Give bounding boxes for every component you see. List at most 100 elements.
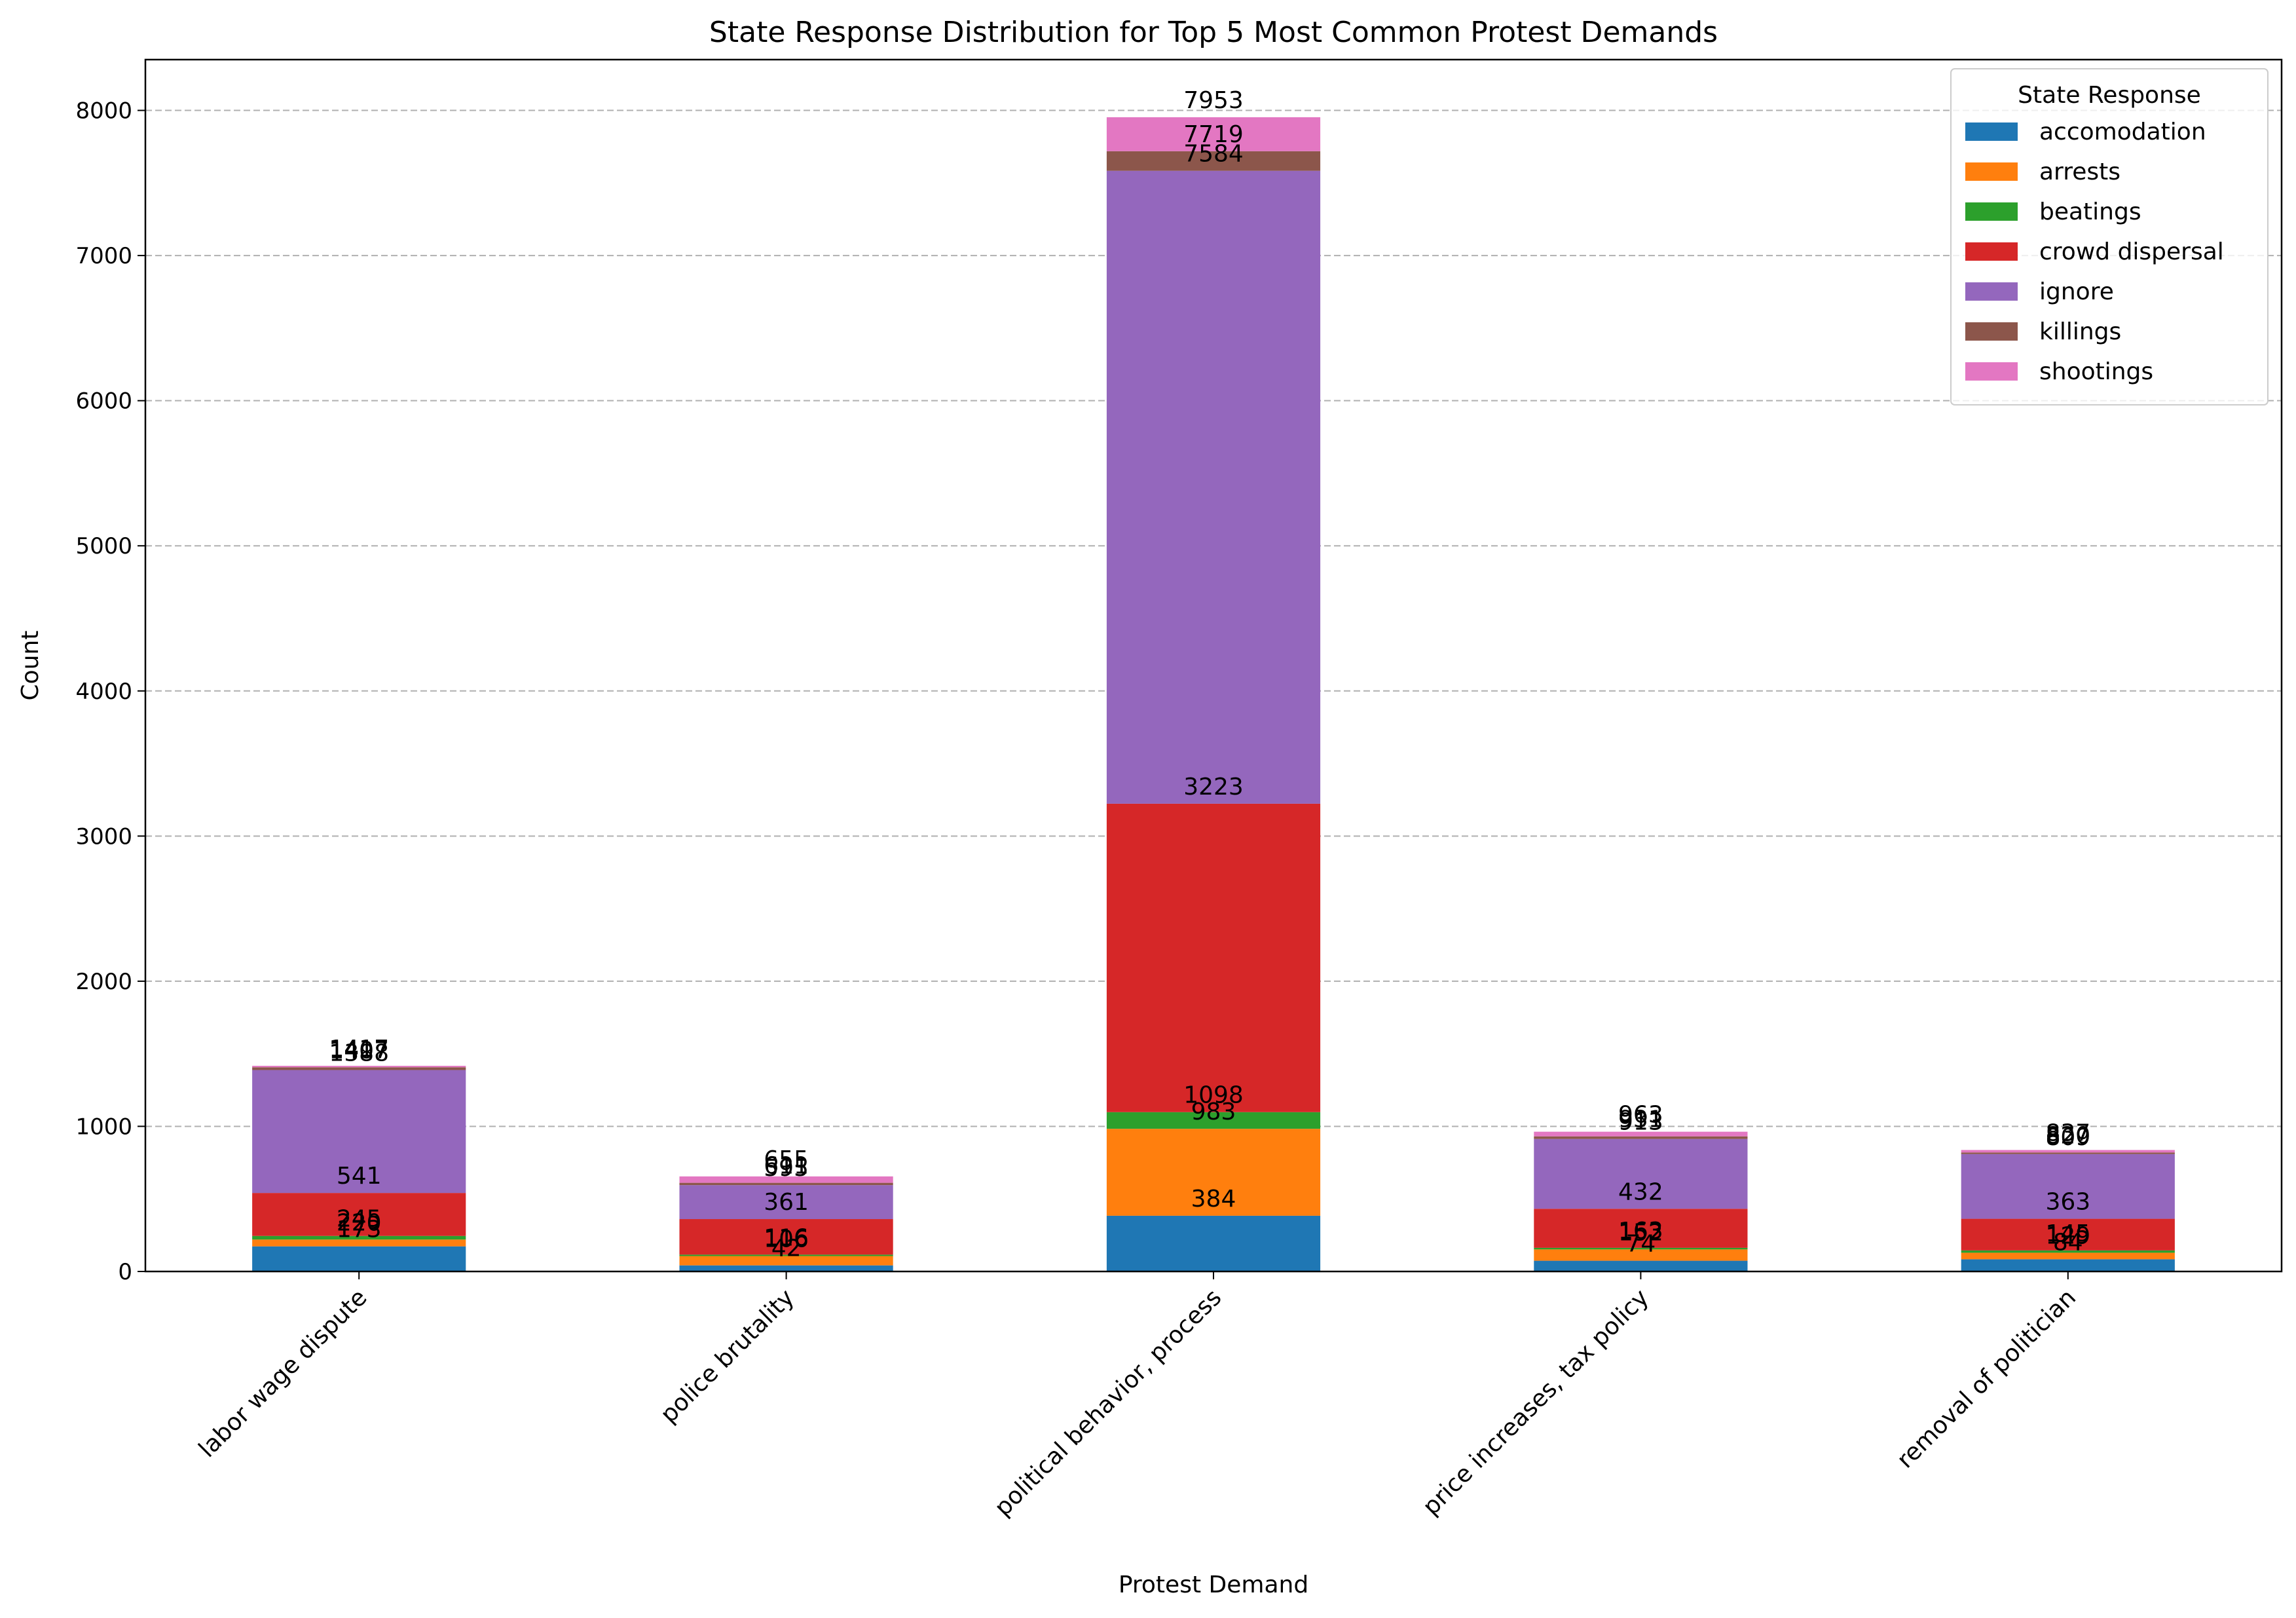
y-tick-label: 4000 xyxy=(75,679,132,705)
bar-segment-ignore xyxy=(1534,1138,1748,1209)
data-label: 820 xyxy=(2045,1122,2090,1149)
data-label: 7584 xyxy=(1183,141,1244,168)
data-label: 384 xyxy=(1191,1186,1236,1213)
data-label: 129 xyxy=(2045,1222,2090,1249)
data-label: 931 xyxy=(1618,1106,1663,1133)
data-label: 1417 xyxy=(329,1036,389,1063)
bar-segment-arrests xyxy=(1961,1252,2175,1260)
legend-box xyxy=(1950,68,2268,405)
legend-item-ignore[interactable]: ignore xyxy=(1965,278,2114,305)
bar-segment-beatings xyxy=(1106,1112,1321,1129)
legend-swatch xyxy=(1965,242,2018,261)
legend-label: ignore xyxy=(2039,278,2114,305)
bar-segment-ignore xyxy=(679,1185,893,1220)
bar-segment-crowd-dispersal xyxy=(252,1193,466,1236)
bar-segment-ignore xyxy=(252,1070,466,1194)
data-label: 361 xyxy=(764,1189,809,1216)
data-label: 42 xyxy=(771,1235,802,1262)
legend-swatch xyxy=(1965,362,2018,381)
data-label: 220 xyxy=(337,1209,382,1236)
data-label: 1388 xyxy=(329,1040,389,1066)
y-axis-label: Count xyxy=(17,631,44,701)
data-label: 963 xyxy=(1618,1102,1663,1129)
legend-label: arrests xyxy=(2039,159,2120,185)
bar-segment-killings xyxy=(252,1067,466,1070)
bar-segment-beatings xyxy=(1534,1247,1748,1250)
bar-segment-arrests xyxy=(679,1256,893,1266)
data-label: 84 xyxy=(2053,1229,2083,1256)
bars xyxy=(252,117,2175,1271)
bar-segment-shootings xyxy=(1961,1150,2175,1153)
bar-segment-killings xyxy=(1106,151,1321,171)
bar-segment-arrests xyxy=(1106,1129,1321,1216)
bar-segment-killings xyxy=(1534,1136,1748,1139)
bar-segment-beatings xyxy=(252,1235,466,1240)
legend-label: killings xyxy=(2039,318,2121,345)
bar-segment-crowd-dispersal xyxy=(1534,1209,1748,1248)
y-tick-label: 5000 xyxy=(75,533,132,559)
data-label: 173 xyxy=(337,1216,382,1243)
data-label: 363 xyxy=(2045,1189,2090,1216)
bar-segment-beatings xyxy=(1961,1250,2175,1253)
y-tick-label: 3000 xyxy=(75,823,132,850)
bar-segment-shootings xyxy=(1534,1131,1748,1137)
legend-item-beatings[interactable]: beatings xyxy=(1965,198,2141,225)
data-label: 3223 xyxy=(1183,774,1244,800)
legend-swatch xyxy=(1965,282,2018,301)
bar-segment-accomodation xyxy=(1961,1259,2175,1271)
y-tick-label: 2000 xyxy=(75,969,132,995)
data-label: 809 xyxy=(2045,1124,2090,1151)
data-label: 983 xyxy=(1191,1099,1236,1125)
data-label: 913 xyxy=(1618,1109,1663,1136)
bar-segment-accomodation xyxy=(1534,1260,1748,1271)
legend-item-crowd-dispersal[interactable]: crowd dispersal xyxy=(1965,238,2224,265)
y-tick-label: 1000 xyxy=(75,1114,132,1140)
data-label: 116 xyxy=(764,1224,809,1251)
bar-segment-shootings xyxy=(1106,117,1321,151)
legend-swatch xyxy=(1965,322,2018,341)
y-axis: 0 1000 2000 3000 4000 5000 6000 7000 8000 xyxy=(75,98,145,1285)
data-label: 611 xyxy=(764,1153,809,1180)
y-tick-label: 8000 xyxy=(75,98,132,124)
legend-label: crowd dispersal xyxy=(2039,238,2224,265)
bar-segment-crowd-dispersal xyxy=(1961,1218,2175,1251)
data-label: 163 xyxy=(1618,1218,1663,1245)
data-label: 145 xyxy=(2045,1220,2090,1247)
data-label: 7719 xyxy=(1183,121,1244,148)
legend-label: shootings xyxy=(2039,358,2153,385)
legend-swatch xyxy=(1965,202,2018,221)
data-label: 245 xyxy=(337,1206,382,1233)
legend-item-shootings[interactable]: shootings xyxy=(1965,358,2153,385)
bar-segment-accomodation xyxy=(1106,1215,1321,1271)
legend-item-arrests[interactable]: arrests xyxy=(1965,159,2120,185)
bar-segment-ignore xyxy=(1106,170,1321,804)
data-label: 106 xyxy=(764,1226,809,1253)
legend-item-killings[interactable]: killings xyxy=(1965,318,2121,345)
bar-segment-arrests xyxy=(1534,1249,1748,1261)
legend-item-accomodation[interactable]: accomodation xyxy=(1965,119,2206,145)
legend-title: State Response xyxy=(2018,82,2201,109)
bar-segment-beatings xyxy=(679,1254,893,1256)
legend-label: accomodation xyxy=(2039,119,2206,145)
data-label: 1098 xyxy=(1183,1082,1244,1109)
chart-title: State Response Distribution for Top 5 Mo… xyxy=(709,16,1718,49)
y-tick-label: 0 xyxy=(118,1259,132,1285)
x-axis-label: Protest Demand xyxy=(1119,1571,1308,1598)
data-label: 655 xyxy=(764,1146,809,1173)
bar-segment-accomodation xyxy=(679,1265,893,1271)
data-label: 595 xyxy=(764,1155,809,1182)
bar-segment-shootings xyxy=(679,1176,893,1183)
legend-label: beatings xyxy=(2039,198,2141,225)
data-label: 432 xyxy=(1618,1178,1663,1205)
data-label: 7953 xyxy=(1183,87,1244,114)
data-label: 152 xyxy=(1618,1219,1663,1246)
bar-segment-killings xyxy=(1961,1152,2175,1154)
legend-swatch xyxy=(1965,162,2018,181)
data-label: 541 xyxy=(337,1163,382,1190)
bar-segment-crowd-dispersal xyxy=(679,1219,893,1255)
legend[interactable]: State Response accomodation arrests beating… xyxy=(1950,68,2268,405)
data-label: 837 xyxy=(2045,1120,2090,1147)
bar-segment-ignore xyxy=(1961,1154,2175,1219)
